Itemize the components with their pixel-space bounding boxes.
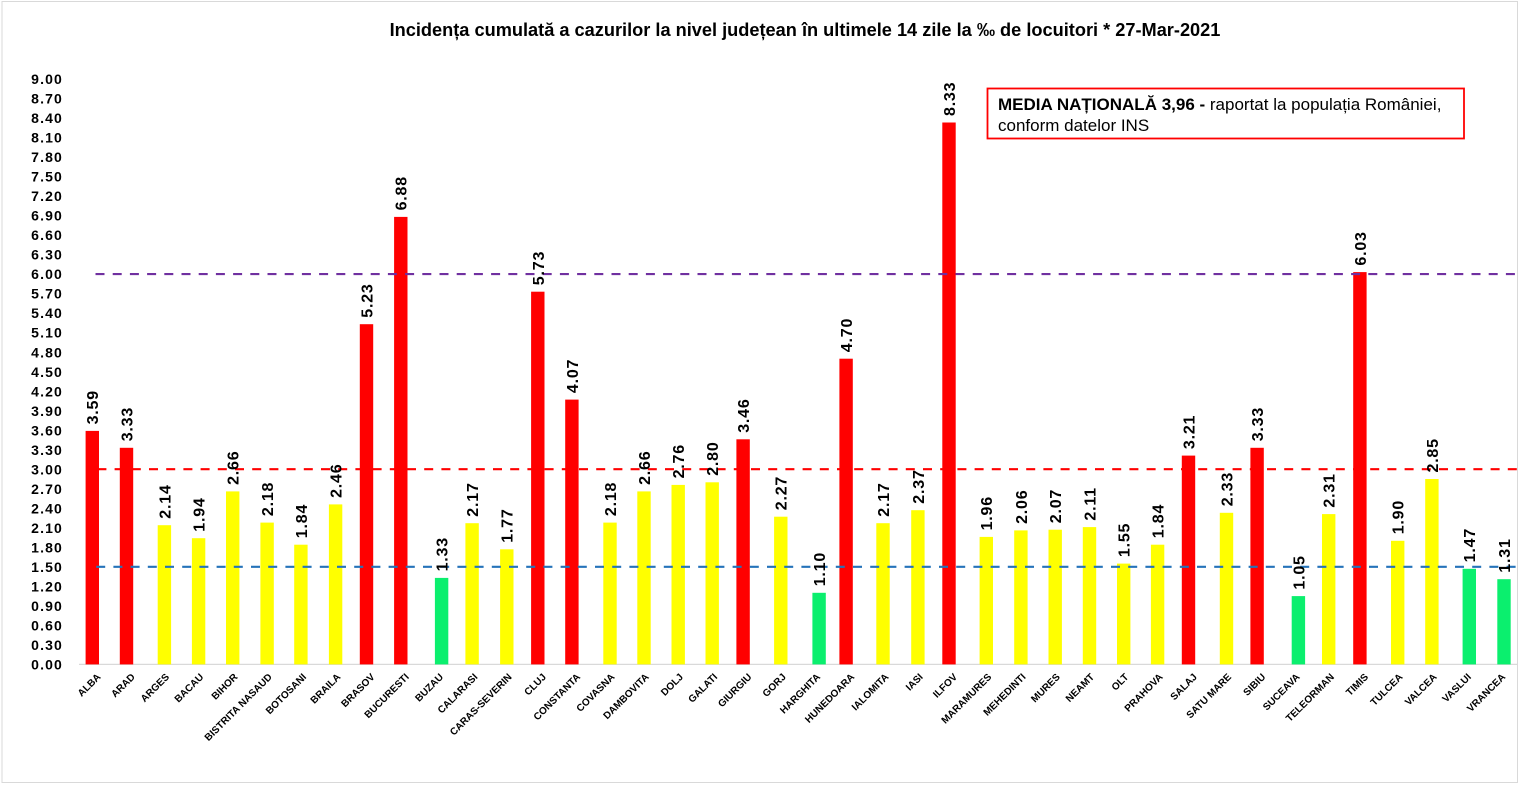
svg-text:6.88: 6.88: [394, 176, 411, 210]
svg-text:1.50: 1.50: [31, 559, 63, 575]
svg-text:6.03: 6.03: [1353, 231, 1370, 265]
svg-text:1.47: 1.47: [1462, 528, 1479, 562]
svg-text:3.60: 3.60: [31, 422, 63, 438]
svg-text:2.31: 2.31: [1322, 473, 1339, 507]
svg-text:0.60: 0.60: [31, 618, 63, 634]
svg-text:2.17: 2.17: [465, 482, 482, 516]
svg-text:8.33: 8.33: [942, 82, 959, 116]
svg-text:Incidența cumulată a cazurilor: Incidența cumulată a cazurilor la nivel …: [390, 20, 1221, 40]
svg-text:1.94: 1.94: [192, 497, 209, 531]
svg-text:6.00: 6.00: [31, 266, 63, 282]
svg-text:2.06: 2.06: [1014, 490, 1031, 524]
svg-text:1.90: 1.90: [1391, 500, 1408, 534]
svg-text:4.50: 4.50: [31, 364, 63, 380]
svg-text:2.46: 2.46: [329, 464, 346, 498]
svg-text:2.11: 2.11: [1082, 487, 1099, 520]
svg-text:3.33: 3.33: [1250, 407, 1267, 441]
svg-text:7.20: 7.20: [31, 188, 63, 204]
svg-text:2.18: 2.18: [603, 482, 620, 516]
svg-text:5.23: 5.23: [359, 283, 376, 317]
svg-text:conform datelor INS: conform datelor INS: [998, 116, 1149, 135]
svg-text:1.77: 1.77: [500, 508, 517, 542]
svg-text:2.17: 2.17: [876, 482, 893, 516]
svg-text:1.84: 1.84: [1151, 504, 1168, 538]
svg-text:MEDIA NAȚIONALĂ 3,96 - raport: MEDIA NAȚIONALĂ 3,96 - raportat la popul…: [998, 95, 1441, 114]
svg-text:2.14: 2.14: [157, 484, 174, 518]
svg-text:3.33: 3.33: [119, 407, 136, 441]
svg-text:3.90: 3.90: [31, 403, 63, 419]
svg-text:3.21: 3.21: [1181, 415, 1198, 449]
svg-text:2.07: 2.07: [1048, 489, 1065, 523]
svg-text:2.85: 2.85: [1425, 438, 1442, 472]
svg-text:6.60: 6.60: [31, 227, 63, 243]
svg-text:9.00: 9.00: [31, 71, 63, 87]
svg-text:1.80: 1.80: [31, 539, 63, 555]
svg-text:1.20: 1.20: [31, 578, 63, 594]
svg-text:2.37: 2.37: [911, 469, 928, 503]
svg-text:4.20: 4.20: [31, 383, 63, 399]
svg-text:2.27: 2.27: [774, 476, 791, 510]
svg-text:1.33: 1.33: [435, 537, 452, 571]
svg-text:3.59: 3.59: [85, 390, 102, 424]
svg-text:8.70: 8.70: [31, 91, 63, 107]
svg-text:6.90: 6.90: [31, 208, 63, 224]
svg-text:5.10: 5.10: [31, 325, 63, 341]
svg-text:5.40: 5.40: [31, 305, 63, 321]
svg-text:2.70: 2.70: [31, 481, 63, 497]
svg-text:2.76: 2.76: [671, 444, 688, 478]
svg-text:3.00: 3.00: [31, 461, 63, 477]
svg-text:2.40: 2.40: [31, 500, 63, 516]
svg-text:4.70: 4.70: [839, 318, 856, 352]
svg-text:2.80: 2.80: [705, 441, 722, 475]
svg-text:3.30: 3.30: [31, 442, 63, 458]
svg-text:6.30: 6.30: [31, 247, 63, 263]
svg-text:8.40: 8.40: [31, 110, 63, 126]
svg-text:5.73: 5.73: [531, 251, 548, 285]
svg-text:5.70: 5.70: [31, 286, 63, 302]
svg-text:1.55: 1.55: [1117, 523, 1134, 557]
svg-text:7.50: 7.50: [31, 169, 63, 185]
svg-text:1.31: 1.31: [1497, 538, 1514, 572]
svg-text:0.00: 0.00: [31, 657, 63, 673]
svg-text:4.07: 4.07: [565, 359, 582, 393]
svg-text:7.80: 7.80: [31, 149, 63, 165]
svg-text:2.18: 2.18: [260, 482, 277, 516]
svg-text:2.66: 2.66: [226, 451, 243, 485]
svg-text:3.46: 3.46: [736, 398, 753, 432]
svg-text:2.10: 2.10: [31, 520, 63, 536]
svg-text:1.84: 1.84: [294, 504, 311, 538]
svg-text:4.80: 4.80: [31, 344, 63, 360]
svg-text:1.96: 1.96: [979, 496, 996, 530]
svg-text:1.10: 1.10: [812, 552, 829, 586]
svg-text:8.10: 8.10: [31, 130, 63, 146]
svg-text:0.30: 0.30: [31, 637, 63, 653]
svg-text:1.05: 1.05: [1291, 555, 1308, 589]
svg-text:0.90: 0.90: [31, 598, 63, 614]
svg-text:2.66: 2.66: [637, 451, 654, 485]
svg-text:2.33: 2.33: [1219, 472, 1236, 506]
